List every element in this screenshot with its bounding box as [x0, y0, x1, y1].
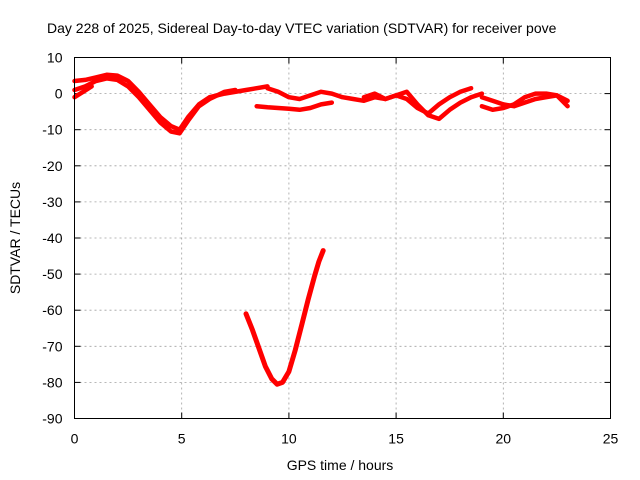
y-tick-label: -30 [42, 194, 62, 210]
x-tick-label: 10 [281, 431, 297, 447]
x-tick-label: 0 [71, 431, 79, 447]
x-tick-label: 25 [603, 431, 619, 447]
series-line-3: satellite track C (upper band) [72, 84, 94, 100]
axis-ticks: 0 5 10 15 20 25 10 0 -10 -20 -30 -40 -50 -60 -70 -80 -90 [42, 50, 618, 447]
y-tick-label: -70 [42, 338, 62, 354]
series-line-2: satellite track B (upper band) [72, 76, 238, 136]
y-tick-label: -10 [42, 122, 62, 138]
y-tick-label: -50 [42, 266, 62, 282]
grid-lines [74, 57, 611, 419]
series-line-5: satellite track E (upper band) [254, 100, 335, 113]
x-axis-label: GPS time / hours [287, 457, 394, 473]
series-line-8: satellite track H (upper band) [479, 91, 570, 113]
x-tick-label: 15 [388, 431, 404, 447]
plot-frame [74, 57, 611, 419]
series-line-6: satellite track F (upper band) [361, 89, 485, 122]
y-tick-label: -20 [42, 158, 62, 174]
y-tick-label: 10 [47, 50, 63, 66]
x-tick-label: 20 [496, 431, 512, 447]
y-tick-label: -60 [42, 302, 62, 318]
series-line-4: satellite track D (upper band) [265, 85, 474, 116]
y-tick-label: 0 [55, 86, 63, 102]
chart-title: Day 228 of 2025, Sidereal Day-to-day VTE… [47, 20, 557, 36]
y-tick-label: -40 [42, 230, 62, 246]
series-line-1: satellite track A (upper band) [72, 72, 270, 132]
y-axis-label: SDTVAR / TECUs [7, 182, 23, 294]
y-tick-label: -80 [42, 374, 62, 390]
x-tick-label: 5 [178, 431, 186, 447]
y-tick-label: -90 [42, 411, 62, 427]
series-line-9: satellite track I (V-shaped dip) [243, 248, 326, 387]
data-series: satellite track A (upper band)satellite … [72, 72, 570, 387]
